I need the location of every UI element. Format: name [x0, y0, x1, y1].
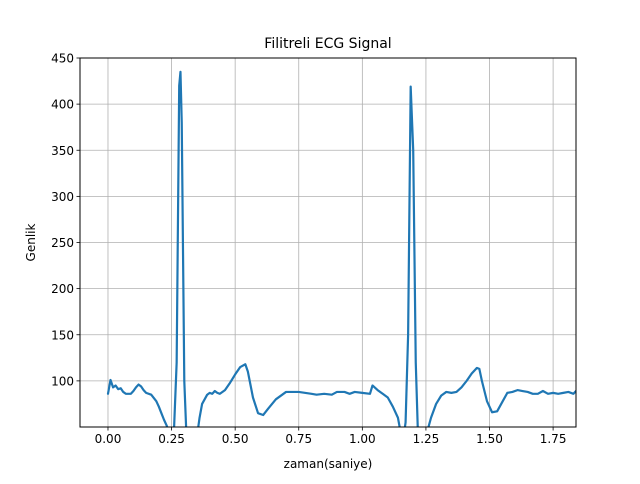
y-tick-label: 350 — [51, 144, 74, 158]
x-tick-label: 0.00 — [95, 432, 122, 446]
y-tick-label: 400 — [51, 98, 74, 112]
x-tick-label: 1.25 — [413, 432, 440, 446]
x-tick-label: 0.25 — [158, 432, 185, 446]
series-layer — [106, 70, 576, 427]
chart-title: Filitreli ECG Signal — [264, 36, 391, 52]
y-tick-label: 200 — [51, 282, 74, 296]
x-axis-label: zaman(saniye) — [284, 457, 373, 471]
y-tick-label: 300 — [51, 190, 74, 204]
x-tick-label: 0.75 — [285, 432, 312, 446]
x-tick-label: 1.00 — [349, 432, 376, 446]
x-tick-label: 0.50 — [222, 432, 249, 446]
y-tick-label: 100 — [51, 374, 74, 388]
y-axis-label: Genlik — [24, 223, 38, 261]
axis-ticks: 0.00 0.25 0.50 0.75 1.00 1.25 1.50 1.75 100 150 20… — [51, 52, 566, 447]
y-tick-label: 150 — [51, 328, 74, 342]
y-tick-label: 250 — [51, 236, 74, 250]
y-tick-label: 450 — [51, 52, 74, 66]
x-tick-label: 1.75 — [540, 432, 567, 446]
x-tick-label: 1.50 — [476, 432, 503, 446]
ecg-series-line — [106, 70, 576, 427]
